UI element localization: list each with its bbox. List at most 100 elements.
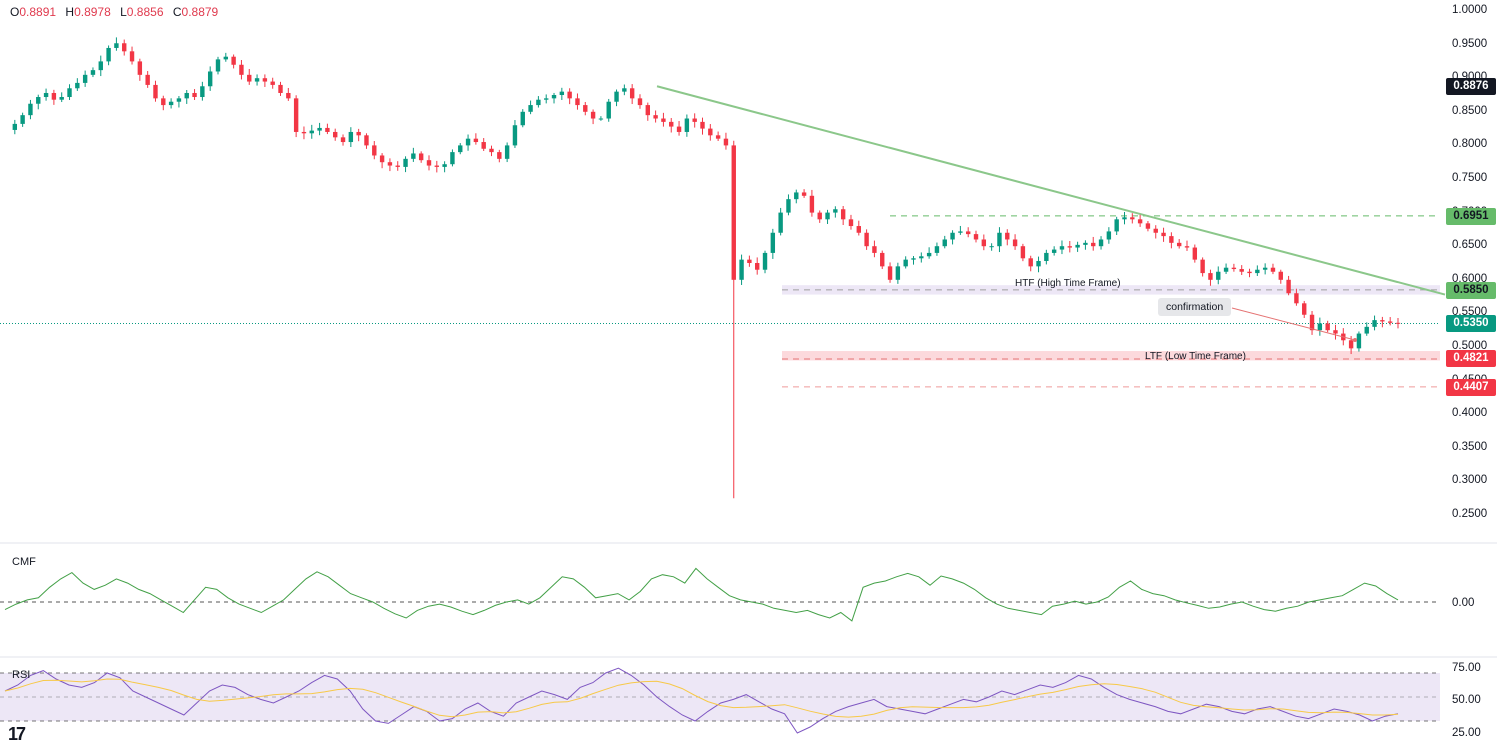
candle-body: [184, 92, 189, 99]
ohlc-low-value: 0.8856: [126, 5, 164, 19]
candle-body: [786, 199, 791, 213]
candle-body: [348, 131, 354, 143]
candle-body: [207, 71, 213, 87]
candle-body: [325, 127, 330, 132]
candle-body: [473, 138, 479, 143]
candle-body: [442, 164, 447, 167]
candle-body: [1169, 236, 1174, 243]
candle-body: [676, 126, 682, 132]
candle-body: [82, 74, 88, 83]
candle-body: [903, 259, 908, 267]
candle-body: [731, 145, 736, 280]
candle-body: [997, 232, 1002, 247]
candle-body: [1372, 320, 1377, 327]
candle-body: [379, 155, 385, 163]
candle-body: [747, 259, 752, 263]
candle-body: [176, 98, 182, 102]
candle-body: [1192, 247, 1198, 260]
rsi-tick-75: 75.00: [1452, 662, 1481, 674]
candle-body: [1302, 303, 1307, 315]
candle-body: [1067, 246, 1072, 248]
candle-body: [856, 226, 861, 233]
candle-body: [622, 88, 627, 92]
candle-body: [1059, 246, 1065, 250]
candle-body: [481, 142, 486, 149]
candle-body: [1020, 246, 1026, 259]
ohlc-high-label: H: [65, 5, 75, 19]
candle-body: [192, 92, 197, 98]
candle-body: [90, 70, 96, 75]
candle-body: [1325, 323, 1330, 331]
candle-body: [1231, 267, 1237, 270]
candle-body: [1036, 260, 1041, 267]
price-tick-label: 0.6500: [1452, 239, 1488, 252]
candle-body: [567, 91, 572, 99]
ohlc-open-value: 0.8891: [19, 5, 57, 19]
candle-body: [755, 263, 760, 270]
ltf-annotation: LTF (Low Time Frame): [1145, 351, 1246, 362]
candle-body: [1083, 242, 1088, 245]
candle-body: [372, 145, 377, 156]
candle-body: [1364, 326, 1369, 334]
candle-body: [762, 252, 768, 270]
candle-body: [51, 92, 57, 100]
candle-body: [1387, 321, 1393, 323]
price-tick-label: 0.8000: [1452, 138, 1488, 151]
candle-body: [770, 232, 776, 253]
candle-body: [1286, 279, 1291, 294]
candle-body: [575, 98, 580, 106]
candle-body: [450, 152, 455, 165]
candle-body: [958, 231, 963, 233]
candle-body: [1044, 252, 1049, 261]
candle-body: [153, 84, 158, 99]
candle-body: [872, 246, 877, 253]
candle-body: [684, 118, 690, 132]
candle-body: [20, 115, 25, 124]
candle-body: [1153, 228, 1158, 233]
candle-body: [301, 131, 307, 134]
price-tick-label: 1.0000: [1452, 4, 1488, 16]
candle-body: [528, 105, 533, 112]
candle-body: [395, 165, 400, 167]
candle-body: [403, 158, 408, 167]
candle-body: [536, 99, 541, 106]
candle-body: [661, 118, 666, 122]
candle-body: [1145, 223, 1151, 229]
candle-body: [1114, 219, 1119, 232]
candle-body: [333, 131, 338, 138]
rsi-tick-50: 50.00: [1452, 694, 1481, 706]
candle-body: [122, 43, 127, 52]
candle-body: [614, 91, 619, 102]
candle-body: [919, 256, 924, 259]
candle-body: [168, 101, 174, 106]
candle-body: [364, 135, 369, 146]
live-price-badge: 0.8876: [1446, 78, 1496, 95]
price-tick-label: 0.5000: [1452, 340, 1488, 352]
candle-body: [145, 74, 150, 85]
candle-body: [1012, 239, 1018, 247]
candle-body: [989, 246, 994, 248]
candle-body: [1239, 269, 1244, 272]
candle-body: [817, 212, 822, 220]
candle-body: [43, 92, 49, 98]
candle-body: [1348, 340, 1354, 349]
candle-body: [880, 252, 885, 267]
candle-body: [12, 123, 18, 130]
candle-body: [356, 131, 361, 136]
candle-body: [1161, 232, 1166, 237]
candle-body: [239, 64, 244, 75]
candle-body: [1262, 267, 1268, 270]
htf-annotation: HTF (High Time Frame): [1015, 278, 1121, 289]
ohlc-open-label: O: [10, 5, 20, 19]
cmf-line: [4, 567, 1399, 622]
candle-body: [653, 115, 658, 119]
candle-body: [551, 95, 557, 99]
ltf-level-badge: 0.4821: [1446, 350, 1496, 367]
cmf-zero-tick: 0.00: [1452, 597, 1475, 609]
candle-body: [1216, 271, 1221, 280]
candle-body: [1091, 242, 1096, 247]
candle-body: [583, 105, 588, 112]
candle-body: [254, 78, 260, 82]
candle-body: [106, 47, 111, 62]
